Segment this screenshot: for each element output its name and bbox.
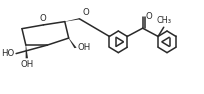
Text: O: O bbox=[82, 8, 89, 17]
Text: OH: OH bbox=[78, 43, 91, 52]
Text: O: O bbox=[145, 12, 152, 21]
Text: HO: HO bbox=[1, 49, 14, 58]
Text: CH₃: CH₃ bbox=[156, 16, 171, 25]
Text: O: O bbox=[40, 14, 47, 23]
Polygon shape bbox=[65, 18, 80, 22]
Polygon shape bbox=[26, 45, 28, 58]
Text: OH: OH bbox=[20, 60, 33, 69]
Polygon shape bbox=[69, 38, 77, 48]
